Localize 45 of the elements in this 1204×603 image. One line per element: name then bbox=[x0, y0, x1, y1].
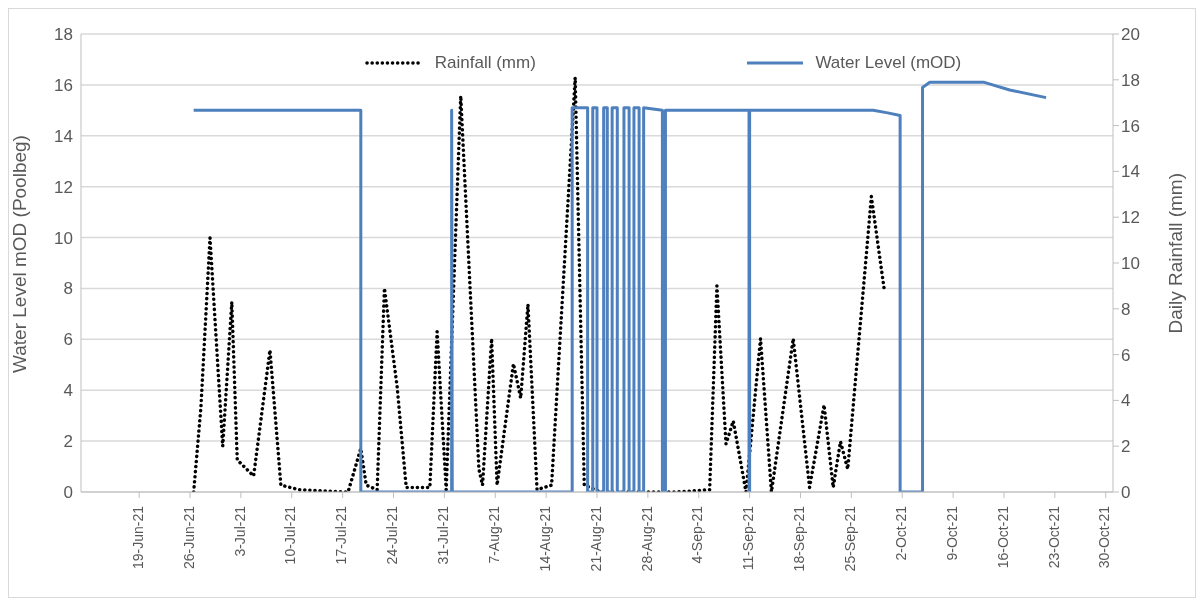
y2-tick-label: 2 bbox=[1121, 437, 1131, 457]
y-tick-label: 0 bbox=[63, 483, 73, 503]
x-tick-label: 26-Jun-21 bbox=[180, 505, 197, 570]
x-tick-label: 2-Oct-21 bbox=[892, 505, 909, 561]
y-tick-label: 18 bbox=[54, 25, 73, 45]
y-tick-label: 10 bbox=[54, 228, 73, 248]
y2-tick-label: 18 bbox=[1121, 70, 1140, 90]
y2-tick-label: 20 bbox=[1121, 25, 1140, 45]
x-tick-label: 31-Jul-21 bbox=[435, 505, 452, 565]
x-tick-label: 3-Jul-21 bbox=[231, 505, 248, 557]
x-tick-label: 28-Aug-21 bbox=[638, 505, 655, 572]
x-tick-label: 17-Jul-21 bbox=[333, 505, 350, 565]
y2-tick-label: 16 bbox=[1121, 116, 1140, 136]
y-tick-label: 16 bbox=[54, 75, 73, 95]
y2-tick-label: 0 bbox=[1121, 483, 1131, 503]
x-tick-label: 10-Jul-21 bbox=[282, 505, 299, 565]
x-tick-label: 18-Sep-21 bbox=[791, 505, 808, 572]
y2-tick-label: 6 bbox=[1121, 345, 1131, 365]
y-tick-label: 4 bbox=[63, 381, 73, 401]
y-axis-title: Water Level mOD (Poolbeg) bbox=[8, 135, 30, 373]
y-tick-label: 6 bbox=[63, 330, 73, 350]
x-tick-label: 4-Sep-21 bbox=[689, 505, 706, 564]
y-tick-label: 12 bbox=[54, 177, 73, 197]
legend-label: Rainfall (mm) bbox=[434, 53, 536, 73]
y2-tick-label: 4 bbox=[1121, 391, 1131, 411]
x-tick-label: 25-Sep-21 bbox=[842, 505, 859, 572]
legend-label: Water Level (mOD) bbox=[815, 53, 962, 73]
x-tick-label: 16-Oct-21 bbox=[994, 505, 1011, 569]
y2-tick-label: 10 bbox=[1121, 254, 1140, 274]
x-tick-label: 30-Oct-21 bbox=[1096, 505, 1113, 569]
y2-tick-label: 14 bbox=[1121, 162, 1140, 182]
x-tick-label: 9-Oct-21 bbox=[943, 505, 960, 561]
x-tick-label: 11-Sep-21 bbox=[740, 505, 757, 571]
y-tick-label: 14 bbox=[54, 126, 73, 146]
x-tick-label: 7-Aug-21 bbox=[485, 505, 502, 564]
y-tick-label: 2 bbox=[63, 432, 73, 452]
y2-tick-label: 12 bbox=[1121, 208, 1140, 228]
x-tick-label: 14-Aug-21 bbox=[536, 505, 553, 572]
y-tick-label: 8 bbox=[63, 279, 73, 299]
x-tick-label: 19-Jun-21 bbox=[129, 505, 146, 570]
y2-tick-label: 8 bbox=[1121, 299, 1131, 319]
x-tick-label: 23-Oct-21 bbox=[1045, 505, 1062, 569]
y2-axis-title: Daily Rainfall (mm) bbox=[1164, 173, 1186, 334]
x-tick-label: 21-Aug-21 bbox=[587, 505, 604, 572]
x-tick-label: 24-Jul-21 bbox=[384, 505, 401, 565]
